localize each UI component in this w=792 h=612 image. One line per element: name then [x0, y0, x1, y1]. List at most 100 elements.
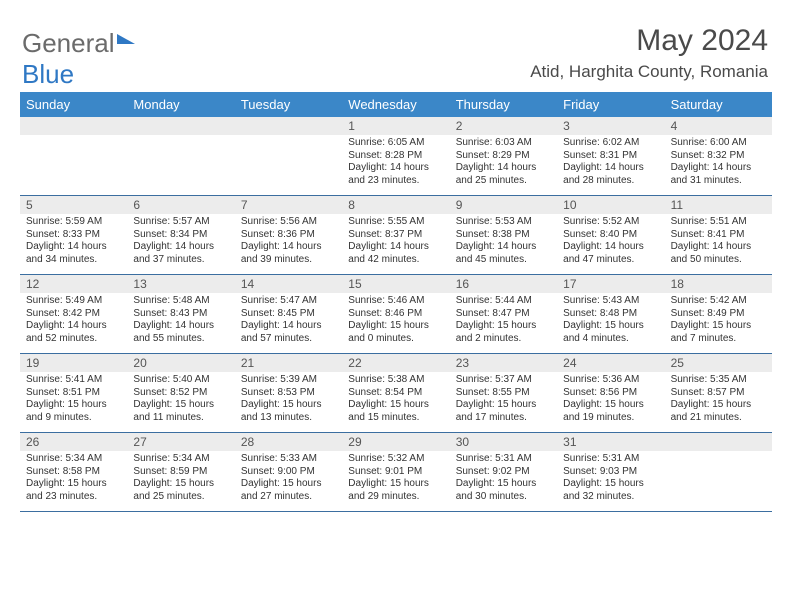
dayname-friday: Friday [557, 92, 664, 117]
day-number: 4 [665, 117, 772, 135]
day-details: Sunrise: 5:41 AMSunset: 8:51 PMDaylight:… [20, 372, 127, 428]
day-details: Sunrise: 5:55 AMSunset: 8:37 PMDaylight:… [342, 214, 449, 270]
day-details: Sunrise: 5:32 AMSunset: 9:01 PMDaylight:… [342, 451, 449, 507]
day-cell: 25Sunrise: 5:35 AMSunset: 8:57 PMDayligh… [665, 354, 772, 432]
day-details: Sunrise: 5:38 AMSunset: 8:54 PMDaylight:… [342, 372, 449, 428]
week-row: 26Sunrise: 5:34 AMSunset: 8:58 PMDayligh… [20, 433, 772, 512]
day-number: 12 [20, 275, 127, 293]
day-number: 5 [20, 196, 127, 214]
day-details: Sunrise: 5:51 AMSunset: 8:41 PMDaylight:… [665, 214, 772, 270]
day-details: Sunrise: 6:05 AMSunset: 8:28 PMDaylight:… [342, 135, 449, 191]
day-number: 23 [450, 354, 557, 372]
day-number: 27 [127, 433, 234, 451]
day-details: Sunrise: 5:31 AMSunset: 9:03 PMDaylight:… [557, 451, 664, 507]
day-number: 30 [450, 433, 557, 451]
dayname-thursday: Thursday [450, 92, 557, 117]
day-details: Sunrise: 5:31 AMSunset: 9:02 PMDaylight:… [450, 451, 557, 507]
day-details: Sunrise: 5:46 AMSunset: 8:46 PMDaylight:… [342, 293, 449, 349]
day-cell: 6Sunrise: 5:57 AMSunset: 8:34 PMDaylight… [127, 196, 234, 274]
day-number: 25 [665, 354, 772, 372]
brand-part1: General [22, 28, 115, 58]
day-number [665, 433, 772, 451]
day-number [20, 117, 127, 135]
day-number: 29 [342, 433, 449, 451]
day-number: 14 [235, 275, 342, 293]
brand-flag-icon [117, 34, 135, 44]
day-cell: 29Sunrise: 5:32 AMSunset: 9:01 PMDayligh… [342, 433, 449, 511]
day-cell: 7Sunrise: 5:56 AMSunset: 8:36 PMDaylight… [235, 196, 342, 274]
dayname-wednesday: Wednesday [342, 92, 449, 117]
week-row: 1Sunrise: 6:05 AMSunset: 8:28 PMDaylight… [20, 117, 772, 196]
day-number: 16 [450, 275, 557, 293]
day-details: Sunrise: 6:00 AMSunset: 8:32 PMDaylight:… [665, 135, 772, 191]
dayname-saturday: Saturday [665, 92, 772, 117]
day-cell: 21Sunrise: 5:39 AMSunset: 8:53 PMDayligh… [235, 354, 342, 432]
day-details: Sunrise: 5:34 AMSunset: 8:58 PMDaylight:… [20, 451, 127, 507]
day-cell: 8Sunrise: 5:55 AMSunset: 8:37 PMDaylight… [342, 196, 449, 274]
day-cell: 4Sunrise: 6:00 AMSunset: 8:32 PMDaylight… [665, 117, 772, 195]
day-number: 6 [127, 196, 234, 214]
day-number: 13 [127, 275, 234, 293]
day-details: Sunrise: 5:44 AMSunset: 8:47 PMDaylight:… [450, 293, 557, 349]
day-number [235, 117, 342, 135]
day-number: 20 [127, 354, 234, 372]
brand-part2: Blue [22, 59, 74, 89]
day-cell: 17Sunrise: 5:43 AMSunset: 8:48 PMDayligh… [557, 275, 664, 353]
day-cell: 3Sunrise: 6:02 AMSunset: 8:31 PMDaylight… [557, 117, 664, 195]
day-number: 21 [235, 354, 342, 372]
week-row: 5Sunrise: 5:59 AMSunset: 8:33 PMDaylight… [20, 196, 772, 275]
week-row: 12Sunrise: 5:49 AMSunset: 8:42 PMDayligh… [20, 275, 772, 354]
day-details: Sunrise: 5:42 AMSunset: 8:49 PMDaylight:… [665, 293, 772, 349]
day-cell [127, 117, 234, 195]
day-cell: 1Sunrise: 6:05 AMSunset: 8:28 PMDaylight… [342, 117, 449, 195]
day-number: 11 [665, 196, 772, 214]
day-number: 24 [557, 354, 664, 372]
day-number: 18 [665, 275, 772, 293]
day-cell: 24Sunrise: 5:36 AMSunset: 8:56 PMDayligh… [557, 354, 664, 432]
day-cell: 18Sunrise: 5:42 AMSunset: 8:49 PMDayligh… [665, 275, 772, 353]
dayname-sunday: Sunday [20, 92, 127, 117]
day-details: Sunrise: 6:02 AMSunset: 8:31 PMDaylight:… [557, 135, 664, 191]
day-details: Sunrise: 6:03 AMSunset: 8:29 PMDaylight:… [450, 135, 557, 191]
day-number: 17 [557, 275, 664, 293]
day-number: 9 [450, 196, 557, 214]
day-details: Sunrise: 5:49 AMSunset: 8:42 PMDaylight:… [20, 293, 127, 349]
day-details: Sunrise: 5:53 AMSunset: 8:38 PMDaylight:… [450, 214, 557, 270]
month-title: May 2024 [530, 24, 768, 58]
day-number: 22 [342, 354, 449, 372]
day-cell: 14Sunrise: 5:47 AMSunset: 8:45 PMDayligh… [235, 275, 342, 353]
day-number: 2 [450, 117, 557, 135]
day-number: 3 [557, 117, 664, 135]
day-cell: 13Sunrise: 5:48 AMSunset: 8:43 PMDayligh… [127, 275, 234, 353]
brand-logo: General Blue [22, 28, 135, 90]
day-cell: 20Sunrise: 5:40 AMSunset: 8:52 PMDayligh… [127, 354, 234, 432]
day-details: Sunrise: 5:34 AMSunset: 8:59 PMDaylight:… [127, 451, 234, 507]
day-details: Sunrise: 5:47 AMSunset: 8:45 PMDaylight:… [235, 293, 342, 349]
day-cell: 30Sunrise: 5:31 AMSunset: 9:02 PMDayligh… [450, 433, 557, 511]
day-number: 1 [342, 117, 449, 135]
dayname-tuesday: Tuesday [235, 92, 342, 117]
day-cell: 19Sunrise: 5:41 AMSunset: 8:51 PMDayligh… [20, 354, 127, 432]
day-number: 31 [557, 433, 664, 451]
day-details: Sunrise: 5:57 AMSunset: 8:34 PMDaylight:… [127, 214, 234, 270]
day-cell: 27Sunrise: 5:34 AMSunset: 8:59 PMDayligh… [127, 433, 234, 511]
page-title-block: May 2024 Atid, Harghita County, Romania [530, 24, 768, 82]
day-details: Sunrise: 5:43 AMSunset: 8:48 PMDaylight:… [557, 293, 664, 349]
day-cell: 28Sunrise: 5:33 AMSunset: 9:00 PMDayligh… [235, 433, 342, 511]
day-number: 26 [20, 433, 127, 451]
day-cell [665, 433, 772, 511]
location-subtitle: Atid, Harghita County, Romania [530, 62, 768, 82]
day-number: 15 [342, 275, 449, 293]
day-cell: 26Sunrise: 5:34 AMSunset: 8:58 PMDayligh… [20, 433, 127, 511]
day-details: Sunrise: 5:37 AMSunset: 8:55 PMDaylight:… [450, 372, 557, 428]
day-details: Sunrise: 5:59 AMSunset: 8:33 PMDaylight:… [20, 214, 127, 270]
day-cell: 12Sunrise: 5:49 AMSunset: 8:42 PMDayligh… [20, 275, 127, 353]
day-details: Sunrise: 5:36 AMSunset: 8:56 PMDaylight:… [557, 372, 664, 428]
dayname-monday: Monday [127, 92, 234, 117]
day-cell: 10Sunrise: 5:52 AMSunset: 8:40 PMDayligh… [557, 196, 664, 274]
day-number: 8 [342, 196, 449, 214]
day-details: Sunrise: 5:52 AMSunset: 8:40 PMDaylight:… [557, 214, 664, 270]
day-details: Sunrise: 5:40 AMSunset: 8:52 PMDaylight:… [127, 372, 234, 428]
day-cell: 31Sunrise: 5:31 AMSunset: 9:03 PMDayligh… [557, 433, 664, 511]
day-cell: 15Sunrise: 5:46 AMSunset: 8:46 PMDayligh… [342, 275, 449, 353]
